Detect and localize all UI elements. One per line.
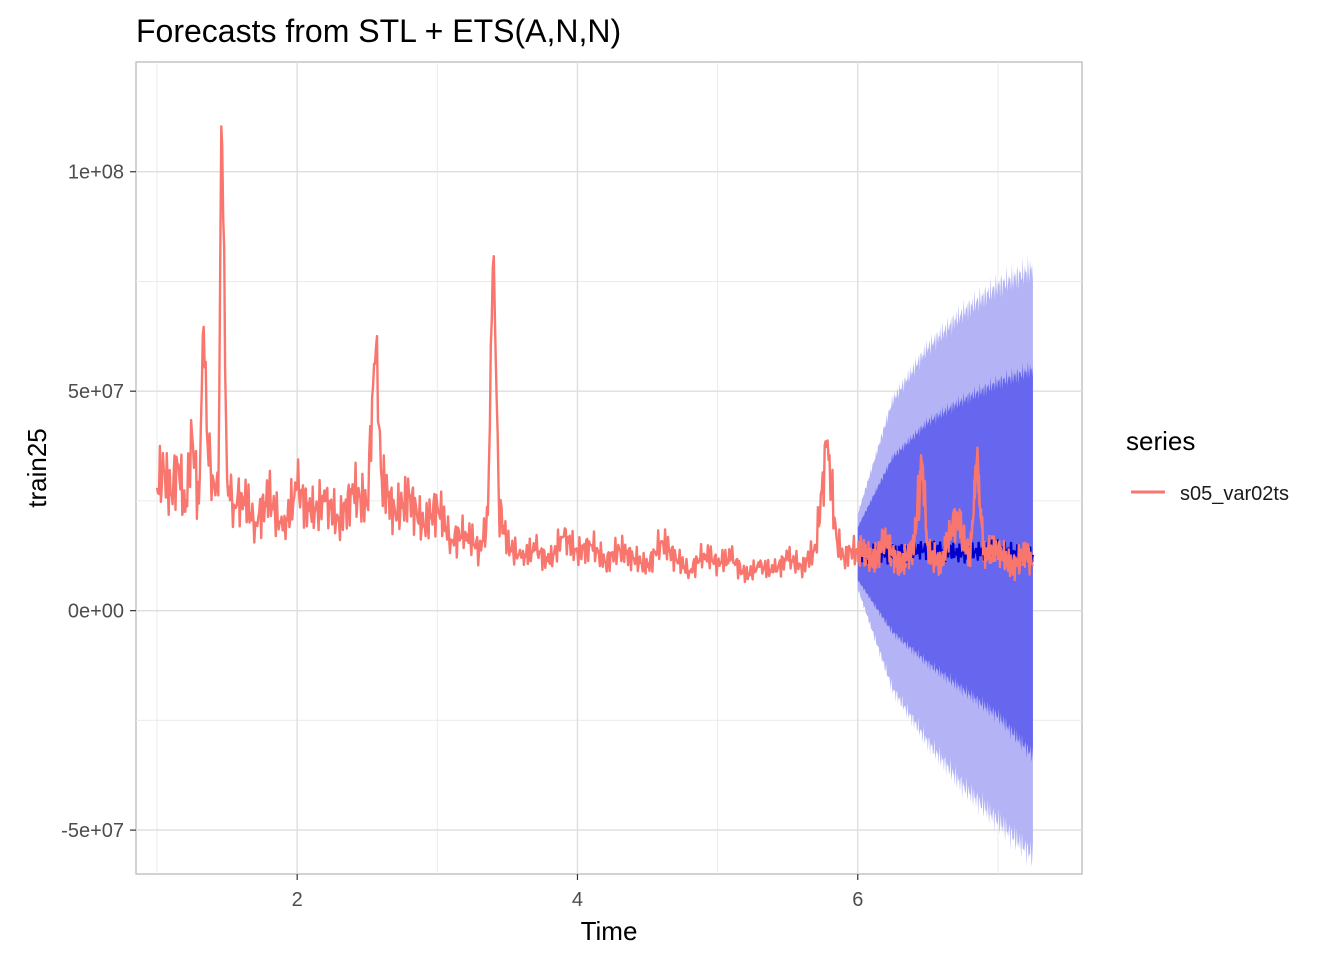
legend-label: s05_var02ts: [1180, 483, 1289, 505]
y-tick-label: 0e+00: [68, 601, 124, 623]
series-overlay-forecast-region: [856, 461, 1034, 582]
legend: series s05_var02ts: [1126, 426, 1289, 505]
y-axis-ticks: -5e+07 0e+00 5e+07 1e+08: [61, 162, 136, 842]
y-tick-label: 5e+07: [68, 381, 124, 403]
x-axis-label: Time: [581, 916, 638, 946]
legend-title: series: [1126, 426, 1195, 456]
chart-title: Forecasts from STL + ETS(A,N,N): [136, 13, 621, 49]
x-axis-ticks: 2 4 6: [292, 874, 863, 911]
y-axis-label: train25: [22, 428, 52, 508]
y-tick-label: -5e+07: [61, 820, 124, 842]
x-tick-label: 2: [292, 889, 303, 911]
y-tick-label: 1e+08: [68, 162, 124, 184]
forecast-mean-lines: [856, 461, 1034, 582]
x-tick-label: 4: [572, 889, 583, 911]
x-tick-label: 6: [852, 889, 863, 911]
